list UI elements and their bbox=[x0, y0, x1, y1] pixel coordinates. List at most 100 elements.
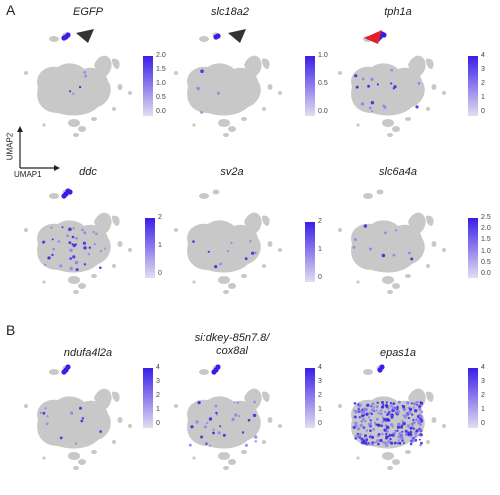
umap-expressing-cell bbox=[392, 406, 395, 410]
umap-expressing-cell bbox=[395, 410, 399, 414]
umap-expressing-cell bbox=[355, 85, 359, 89]
umap-expressing-cell bbox=[416, 414, 421, 419]
umap-expressing-cell bbox=[389, 437, 392, 441]
umap-cell-cluster bbox=[117, 241, 123, 247]
umap-expressing-cell bbox=[411, 436, 414, 439]
umap-expressing-cell bbox=[354, 437, 357, 440]
umap-expressing-cell bbox=[369, 434, 372, 437]
umap-expressing-cell bbox=[354, 421, 358, 425]
umap-expressing-cell bbox=[217, 431, 221, 435]
umap-cell-cluster bbox=[37, 63, 111, 116]
umap-expressing-cell bbox=[383, 441, 387, 445]
umap-expressing-cell bbox=[379, 412, 383, 416]
umap-expressing-cell bbox=[190, 425, 194, 429]
umap-cell-cluster bbox=[426, 440, 430, 444]
gene-title-ndufa4l2a: ndufa4l2a bbox=[63, 347, 113, 359]
umap-expressing-cell bbox=[381, 32, 387, 38]
umap-expressing-cell bbox=[200, 69, 204, 73]
umap-cell-cluster bbox=[387, 466, 393, 470]
umap-cell-cluster bbox=[218, 452, 230, 460]
umap-expressing-cell bbox=[369, 429, 372, 432]
umap-cell-cluster bbox=[192, 123, 196, 127]
umap-y-label: UMAP2 bbox=[5, 132, 15, 161]
colorbar-egfp bbox=[143, 56, 153, 116]
umap-expressing-cell bbox=[356, 427, 361, 431]
umap-expressing-cell bbox=[79, 406, 82, 410]
umap-expressing-cell bbox=[95, 232, 98, 236]
umap-cell-cluster bbox=[112, 58, 120, 69]
umap-expressing-cell bbox=[384, 410, 387, 414]
umap-expressing-cell bbox=[74, 442, 77, 445]
umap-expressing-cell bbox=[413, 402, 416, 405]
umap-expressing-cell bbox=[415, 402, 418, 405]
umap-expressing-cell bbox=[249, 240, 252, 243]
umap-expressing-cell bbox=[78, 85, 82, 89]
umap-ndufa4l2a bbox=[24, 364, 132, 470]
umap-expressing-cell bbox=[409, 426, 413, 430]
umap-expressing-cell bbox=[358, 403, 362, 407]
umap-expressing-cell bbox=[371, 402, 375, 406]
umap-expressing-cell bbox=[390, 441, 394, 445]
umap-expressing-cell bbox=[376, 83, 379, 86]
umap-expressing-cell bbox=[397, 422, 401, 426]
umap-expressing-cell bbox=[390, 415, 394, 419]
umap-expressing-cell bbox=[385, 432, 388, 436]
umap-expressing-cell bbox=[406, 424, 411, 428]
umap-expressing-cell bbox=[42, 411, 46, 415]
umap-x-label: UMAP1 bbox=[14, 170, 42, 179]
umap-cell-cluster bbox=[262, 264, 266, 268]
colorbar-tick-label: 4 bbox=[481, 364, 485, 371]
umap-expressing-cell bbox=[414, 434, 417, 437]
umap-expressing-cell bbox=[398, 442, 402, 445]
umap-expressing-cell bbox=[415, 418, 419, 422]
umap-expressing-cell bbox=[393, 431, 396, 435]
umap-cell-cluster bbox=[187, 220, 261, 273]
umap-cell-cluster bbox=[244, 388, 262, 410]
umap-cell-cluster bbox=[68, 276, 80, 284]
umap-expressing-cell bbox=[418, 438, 421, 441]
umap-expressing-cell bbox=[357, 408, 360, 411]
umap-expressing-cell bbox=[188, 443, 192, 447]
colorbar-tick-label: 3 bbox=[318, 378, 322, 385]
colorbar-tick-label: 2 bbox=[158, 214, 162, 221]
umap-expressing-cell bbox=[65, 32, 71, 38]
colorbar-tick-label: 0 bbox=[481, 108, 485, 115]
gene-title-line2: cox8al bbox=[216, 345, 248, 357]
umap-expressing-cell bbox=[402, 421, 406, 426]
umap-expressing-cell bbox=[360, 437, 364, 441]
umap-cell-cluster bbox=[128, 91, 132, 95]
umap-expressing-cell bbox=[363, 427, 366, 430]
umap-expressing-cell bbox=[99, 266, 102, 269]
umap-cell-cluster bbox=[91, 274, 97, 278]
umap-expressing-cell bbox=[83, 246, 87, 250]
umap-expressing-cell bbox=[368, 411, 372, 415]
umap-expressing-cell bbox=[72, 227, 75, 230]
umap-expressing-cell bbox=[71, 235, 75, 239]
umap-expressing-cell bbox=[412, 427, 415, 430]
umap-expressing-cell bbox=[372, 427, 376, 431]
umap-expressing-cell bbox=[61, 226, 64, 229]
umap-expressing-cell bbox=[226, 249, 229, 253]
umap-expressing-cell bbox=[59, 436, 63, 440]
umap-expressing-cell bbox=[99, 430, 102, 433]
umap-expressing-cell bbox=[83, 231, 87, 235]
umap-cell-cluster bbox=[405, 450, 411, 454]
umap-expressing-cell bbox=[238, 415, 241, 418]
umap-expressing-cell bbox=[397, 400, 401, 404]
gene-title-sv2a: sv2a bbox=[220, 166, 244, 178]
umap-cell-cluster bbox=[382, 119, 394, 127]
umap-cell-cluster bbox=[117, 417, 123, 423]
umap-cell-cluster bbox=[382, 452, 394, 460]
umap-expressing-cell bbox=[57, 240, 61, 243]
umap-tph1a bbox=[338, 31, 446, 137]
umap-cell-cluster bbox=[112, 215, 120, 226]
gene-title-epas1a: epas1a bbox=[379, 347, 417, 359]
umap-expressing-cell bbox=[383, 428, 387, 432]
umap-expressing-cell bbox=[400, 425, 403, 429]
umap-expressing-cell bbox=[386, 417, 389, 421]
umap-expressing-cell bbox=[80, 419, 84, 423]
umap-expressing-cell bbox=[396, 405, 399, 408]
gene-title-sidkey: si:dkey-85n7.8/ cox8al bbox=[172, 332, 292, 358]
umap-expressing-cell bbox=[236, 401, 239, 404]
umap-expressing-cell bbox=[82, 241, 86, 245]
